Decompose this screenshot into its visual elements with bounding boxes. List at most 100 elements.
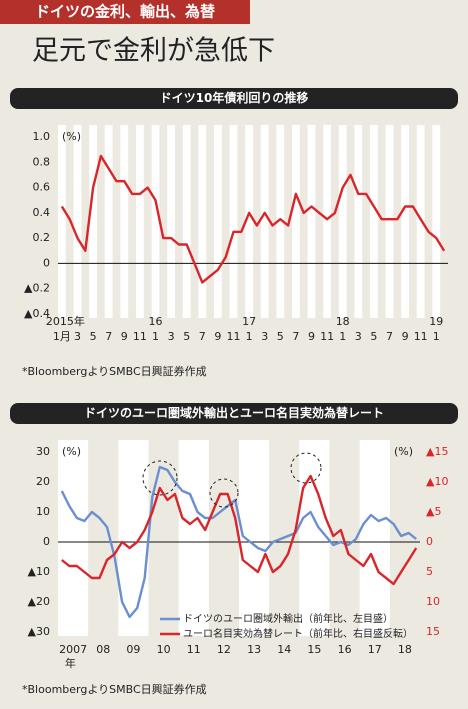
y-tick-label: 1.0 xyxy=(33,130,51,143)
x-tick-label: 11 xyxy=(227,330,241,343)
header-tag: ドイツの金利、輸出、為替 xyxy=(35,3,216,21)
stripe xyxy=(416,125,425,318)
y-tick-label: 0.6 xyxy=(33,181,51,194)
x-tick-label: 3 xyxy=(74,330,81,343)
y2-unit: (%) xyxy=(394,445,413,458)
stripe xyxy=(260,125,269,318)
x-tick-label: 11 xyxy=(187,643,201,656)
stripe xyxy=(118,440,149,636)
x-tick-label: 08 xyxy=(96,643,110,656)
x-tick-label: 7 xyxy=(199,330,206,343)
x-tick-label: 9 xyxy=(308,330,315,343)
y2-tick-label: 0 xyxy=(426,535,433,548)
x-tick-label: 15 xyxy=(307,643,321,656)
highlight-circle xyxy=(290,452,322,484)
year-label: 19 xyxy=(429,315,443,328)
stripe xyxy=(214,125,222,318)
x-tick-label: 5 xyxy=(183,330,190,343)
y-tick-label: 0.4 xyxy=(33,206,51,219)
stripe xyxy=(136,125,144,318)
y-tick-label: 30 xyxy=(36,445,50,458)
y2-tick-label: ▲5 xyxy=(426,505,441,518)
year-label: 2015年 xyxy=(46,314,85,328)
chart-title-bg xyxy=(10,88,458,109)
y2-tick-label: 5 xyxy=(426,565,433,578)
stripe xyxy=(432,125,441,318)
stripe xyxy=(359,440,390,636)
y-tick-label: ▲10 xyxy=(28,565,50,578)
x-tick-label: 1 xyxy=(246,330,253,343)
stripe xyxy=(385,125,394,318)
y2-tick-label: 10 xyxy=(426,595,440,608)
header-tag-bg xyxy=(0,0,250,24)
stripe xyxy=(198,125,207,318)
stripe xyxy=(120,125,129,318)
y-tick-label: 20 xyxy=(36,475,50,488)
stripe xyxy=(73,125,82,318)
stripe xyxy=(370,125,378,318)
stripe xyxy=(167,125,175,318)
x-tick-label: 3 xyxy=(261,330,268,343)
y-tick-label: 10 xyxy=(36,505,50,518)
x-tick-label: 1 xyxy=(339,330,346,343)
x-tick-label: 14 xyxy=(277,643,291,656)
x-tick-label: 17 xyxy=(368,643,382,656)
x-tick-label: 5 xyxy=(370,330,377,343)
stripe xyxy=(299,440,330,636)
x-tick-label: 7 xyxy=(386,330,393,343)
x-tick-label: 11 xyxy=(414,330,428,343)
y-tick-label: ▲20 xyxy=(28,595,50,608)
stripe xyxy=(229,125,238,318)
y-tick-label: ▲0.4 xyxy=(24,307,50,320)
chart-title: ドイツ10年債利回りの推移 xyxy=(160,90,309,105)
stripe xyxy=(245,125,253,318)
x-unit: 年 xyxy=(65,656,76,670)
year-label: 16 xyxy=(149,315,163,328)
stripe xyxy=(89,125,97,318)
stripe xyxy=(292,125,300,318)
x-tick-label: 13 xyxy=(247,643,261,656)
highlight-circle xyxy=(142,460,178,496)
x-tick-label: 3 xyxy=(168,330,175,343)
y-tick-label: ▲30 xyxy=(28,625,50,638)
x-tick-label: 9 xyxy=(402,330,409,343)
y2-tick-label: ▲15 xyxy=(426,445,448,458)
data-line xyxy=(60,465,417,619)
year-label: 17 xyxy=(242,315,256,328)
data-line xyxy=(60,154,446,284)
y-unit: (%) xyxy=(62,445,81,458)
x-tick-label: 5 xyxy=(277,330,284,343)
x-tick-label: 16 xyxy=(338,643,352,656)
stripe xyxy=(307,125,316,318)
y2-tick-label: ▲10 xyxy=(426,475,448,488)
stripe xyxy=(338,125,347,318)
stripe xyxy=(104,125,113,318)
x-tick-label: 1 xyxy=(433,330,440,343)
year-label: 18 xyxy=(336,315,350,328)
stripe xyxy=(58,440,89,636)
x-tick-label: 12 xyxy=(217,643,231,656)
x-tick-label: 11 xyxy=(320,330,334,343)
stripe xyxy=(323,125,331,318)
x-tick-label: 1 xyxy=(152,330,159,343)
stripe xyxy=(151,125,160,318)
stripe xyxy=(58,125,66,318)
chart-title-bg xyxy=(10,403,458,424)
y-tick-label: 0.2 xyxy=(33,231,51,244)
x-tick-label: 9 xyxy=(121,330,128,343)
x-tick-label: 9 xyxy=(214,330,221,343)
x-tick-label: 7 xyxy=(105,330,112,343)
x-tick-label: 18 xyxy=(398,643,412,656)
chart-title: ドイツのユーロ圏域外輸出とユーロ名目実効為替レート xyxy=(84,405,384,420)
stripe xyxy=(354,125,363,318)
data-line xyxy=(61,474,418,586)
stripe xyxy=(182,125,191,318)
x-tick-label: 10 xyxy=(157,643,171,656)
y-unit: (%) xyxy=(62,130,81,143)
source-note: *BloombergよりSMBC日興証券作成 xyxy=(22,682,207,696)
x-tick-label: 7 xyxy=(292,330,299,343)
y-tick-label: 0 xyxy=(43,256,50,269)
y-tick-label: 0.8 xyxy=(33,155,51,168)
stripe xyxy=(401,125,409,318)
